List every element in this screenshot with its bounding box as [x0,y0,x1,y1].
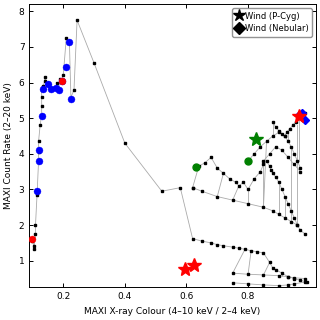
Legend: Wind (P-Cyg), Wind (Nebular): Wind (P-Cyg), Wind (Nebular) [232,8,312,36]
X-axis label: MAXI X-ray Colour (4–10 keV / 2–4 keV): MAXI X-ray Colour (4–10 keV / 2–4 keV) [84,307,261,316]
Y-axis label: MAXI Count Rate (2–20 keV): MAXI Count Rate (2–20 keV) [4,82,13,209]
